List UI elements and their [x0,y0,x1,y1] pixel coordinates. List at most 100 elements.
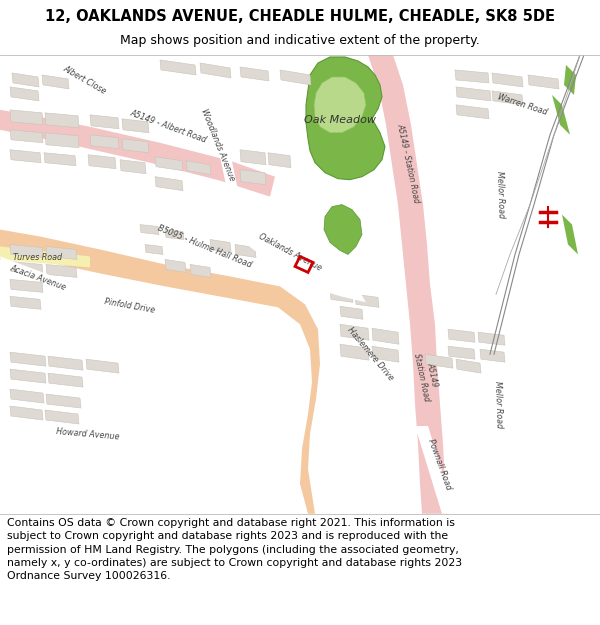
Text: Pownall Road: Pownall Road [427,437,454,491]
Polygon shape [210,239,231,252]
Polygon shape [145,244,163,254]
Polygon shape [564,65,576,95]
Polygon shape [10,110,43,125]
Text: 12, OAKLANDS AVENUE, CHEADLE HULME, CHEADLE, SK8 5DE: 12, OAKLANDS AVENUE, CHEADLE HULME, CHEA… [45,9,555,24]
Polygon shape [280,70,311,85]
Text: A5149 - Albert Road: A5149 - Albert Road [128,109,208,145]
Polygon shape [268,152,291,168]
Polygon shape [200,63,231,78]
Polygon shape [46,394,81,408]
Polygon shape [10,369,46,383]
Polygon shape [490,55,502,514]
Polygon shape [448,346,475,359]
Polygon shape [45,132,79,148]
Polygon shape [235,244,256,258]
Polygon shape [480,349,505,362]
Text: Turves Road: Turves Road [13,253,62,262]
Polygon shape [160,60,196,75]
Text: Albert Close: Albert Close [62,64,108,96]
Polygon shape [195,55,251,244]
Polygon shape [448,329,475,342]
Polygon shape [340,324,369,340]
Polygon shape [165,229,184,239]
Polygon shape [155,177,183,191]
Polygon shape [10,279,43,292]
Polygon shape [562,214,578,254]
Polygon shape [456,87,491,101]
Polygon shape [455,70,489,83]
Polygon shape [10,406,43,420]
Polygon shape [456,359,481,373]
Polygon shape [528,75,559,89]
Polygon shape [42,75,69,89]
Polygon shape [340,306,363,319]
Polygon shape [242,234,366,302]
Text: Map shows position and indicative extent of the property.: Map shows position and indicative extent… [120,34,480,47]
Polygon shape [46,246,77,259]
Text: Haslemere Drive: Haslemere Drive [345,326,395,382]
Polygon shape [140,224,159,234]
Polygon shape [552,95,570,135]
Polygon shape [478,332,505,345]
Polygon shape [122,139,149,152]
Polygon shape [368,55,447,514]
Text: Howard Avenue: Howard Avenue [56,427,120,441]
Polygon shape [10,261,43,274]
Text: Oak Meadow: Oak Meadow [304,115,376,125]
Polygon shape [465,82,576,130]
Polygon shape [90,115,119,129]
Polygon shape [46,264,77,278]
Polygon shape [88,155,116,169]
Polygon shape [492,73,523,87]
Polygon shape [320,296,420,436]
Polygon shape [10,87,39,101]
Polygon shape [372,328,399,344]
Polygon shape [186,161,211,174]
Text: Oaklands Avenue: Oaklands Avenue [257,232,323,273]
Polygon shape [120,160,146,174]
Polygon shape [306,57,385,179]
Polygon shape [0,246,90,268]
Text: Mellor Road: Mellor Road [493,380,503,428]
Polygon shape [48,356,83,370]
Text: Contains OS data © Crown copyright and database right 2021. This information is
: Contains OS data © Crown copyright and d… [7,518,463,581]
Text: A5149 - Station Road: A5149 - Station Road [395,122,421,203]
Polygon shape [0,229,320,514]
Polygon shape [340,344,369,360]
Polygon shape [10,244,43,258]
Polygon shape [415,426,455,514]
Polygon shape [10,130,43,142]
Polygon shape [240,169,266,184]
Polygon shape [330,289,353,302]
Polygon shape [290,274,320,292]
Polygon shape [44,152,76,166]
Polygon shape [90,135,119,149]
Polygon shape [324,204,362,254]
Polygon shape [155,157,183,171]
Polygon shape [314,77,366,132]
Polygon shape [355,294,379,308]
Polygon shape [492,91,523,105]
Polygon shape [372,346,399,362]
Text: Pinfold Drive: Pinfold Drive [104,298,156,315]
Polygon shape [10,389,44,403]
Polygon shape [0,419,180,456]
Text: B5095 - Hulme Hall Road: B5095 - Hulme Hall Road [157,224,253,269]
Text: A5149
Station Road: A5149 Station Road [412,350,442,402]
Polygon shape [12,73,39,87]
Polygon shape [122,119,149,132]
Polygon shape [55,299,205,329]
Polygon shape [240,150,266,165]
Polygon shape [0,256,84,296]
Polygon shape [86,359,119,373]
Text: Woodlands Avenue: Woodlands Avenue [199,107,236,182]
Polygon shape [240,67,269,81]
Polygon shape [190,264,211,278]
Polygon shape [10,352,46,366]
Polygon shape [48,373,83,387]
Polygon shape [10,296,41,309]
Polygon shape [0,110,275,197]
Text: Acacia Avenue: Acacia Avenue [9,263,67,292]
Polygon shape [165,259,186,272]
Polygon shape [10,150,41,162]
